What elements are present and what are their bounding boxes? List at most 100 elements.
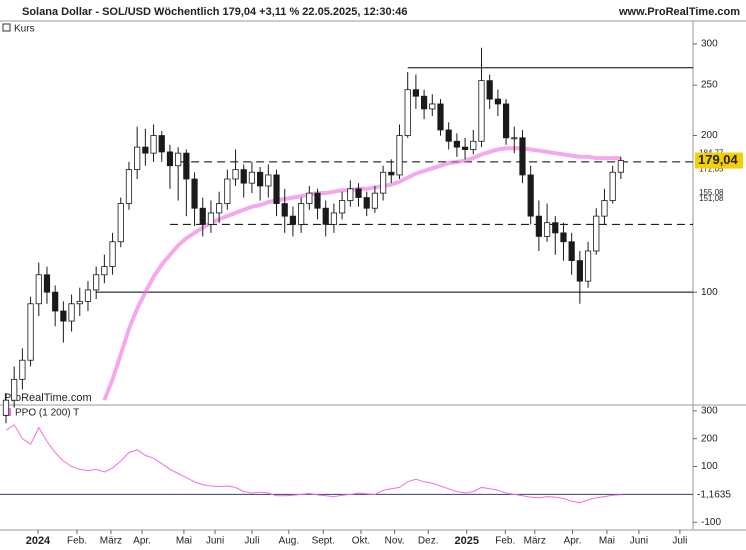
candle-body bbox=[461, 146, 469, 150]
candle-body bbox=[322, 207, 329, 225]
candle-body bbox=[240, 169, 247, 184]
x-tick-label: Aug. bbox=[279, 536, 300, 547]
candle-body bbox=[265, 174, 272, 187]
x-tick-label: Feb. bbox=[495, 536, 515, 547]
price-label: 155,08 bbox=[699, 188, 724, 197]
candle-body bbox=[380, 171, 387, 194]
x-tick-label: Nov. bbox=[385, 536, 405, 547]
legend: PPO (1 200) T bbox=[15, 408, 79, 419]
candle-body bbox=[314, 192, 321, 209]
y-tick-label: 250 bbox=[701, 80, 718, 91]
candle-body bbox=[371, 192, 379, 209]
y-tick-label: 200 bbox=[701, 433, 718, 444]
candle-body bbox=[453, 140, 460, 148]
y-tick-label: 200 bbox=[701, 130, 718, 141]
last-price-label: 179,04 bbox=[698, 152, 739, 167]
candle-body bbox=[125, 169, 133, 204]
candle-body bbox=[224, 178, 231, 204]
watermark: ProRealTime.com bbox=[4, 392, 92, 404]
x-tick-label: Apr. bbox=[133, 536, 151, 547]
x-tick-label: Sept. bbox=[312, 536, 335, 547]
candle-body bbox=[84, 289, 92, 302]
candle-body bbox=[183, 152, 190, 180]
x-tick-label: Juni bbox=[630, 536, 648, 547]
candle-body bbox=[412, 89, 419, 97]
y-tick-label: 300 bbox=[701, 39, 718, 50]
y-tick-label: 300 bbox=[701, 405, 718, 416]
x-tick-label: März bbox=[100, 536, 122, 547]
candle-body bbox=[576, 260, 583, 282]
chart-title: Solana Dollar - SOL/USD Wöchentlich 179,… bbox=[22, 6, 407, 18]
candle-body bbox=[27, 303, 34, 361]
candle-body bbox=[248, 171, 256, 184]
y-tick-label: -100 bbox=[701, 517, 721, 528]
legend: Kurs bbox=[14, 24, 35, 35]
candle-body bbox=[216, 203, 223, 214]
candle-body bbox=[617, 160, 624, 173]
candle-body bbox=[60, 310, 67, 322]
candle-body bbox=[35, 274, 42, 305]
x-tick-label: Juli bbox=[244, 536, 259, 547]
candle-body bbox=[207, 212, 215, 225]
candle-body bbox=[199, 207, 206, 225]
candle-body bbox=[363, 197, 370, 209]
y-tick-label: 100 bbox=[701, 461, 718, 472]
price-label: 151,08 bbox=[699, 194, 724, 203]
candle-body bbox=[11, 378, 18, 401]
candle-body bbox=[593, 215, 600, 252]
price-label: 172,05 bbox=[699, 165, 724, 174]
candle-body bbox=[601, 200, 608, 217]
last-price-box bbox=[695, 152, 743, 169]
candle-body bbox=[281, 203, 288, 217]
legend-swatch bbox=[2, 23, 11, 32]
candle-body bbox=[339, 200, 346, 214]
candle-body bbox=[289, 215, 297, 225]
x-tick-label: Juli bbox=[672, 536, 687, 547]
candle-body bbox=[470, 140, 477, 150]
candle-body bbox=[142, 146, 149, 154]
candle-body bbox=[134, 146, 141, 171]
candle-body bbox=[445, 129, 452, 142]
x-tick-label: Apr. bbox=[564, 536, 582, 547]
candle-body bbox=[2, 399, 10, 416]
candle-body bbox=[535, 215, 542, 237]
candle-body bbox=[76, 301, 83, 305]
candle-body bbox=[257, 171, 264, 187]
candle-body bbox=[101, 266, 108, 276]
candle-body bbox=[232, 169, 239, 180]
candle-body bbox=[117, 203, 124, 243]
candle-body bbox=[298, 203, 305, 225]
candle-body bbox=[43, 274, 51, 293]
last-value-label: -1,1635 bbox=[697, 489, 731, 500]
candle-body bbox=[158, 135, 165, 153]
candle-body bbox=[519, 137, 526, 176]
candle-body bbox=[52, 291, 59, 312]
candle-body bbox=[306, 192, 313, 204]
candle-body bbox=[494, 98, 501, 105]
candle-body bbox=[347, 188, 354, 201]
candle-body bbox=[502, 103, 510, 139]
candle-body bbox=[191, 178, 198, 209]
candle-body bbox=[150, 135, 157, 154]
candle-body bbox=[543, 222, 551, 237]
x-tick-label: Mai bbox=[176, 536, 192, 547]
candle-body bbox=[109, 241, 116, 267]
candle-body bbox=[429, 103, 436, 110]
site-name: www.ProRealTime.com bbox=[618, 6, 740, 18]
candle-body bbox=[527, 174, 534, 217]
x-tick-label: Feb. bbox=[67, 536, 87, 547]
candle-body bbox=[93, 274, 100, 291]
candle-body bbox=[355, 188, 362, 198]
candle-body bbox=[19, 359, 26, 380]
candle-body bbox=[560, 232, 567, 243]
candle-body bbox=[404, 89, 411, 136]
candle-body bbox=[511, 137, 518, 140]
candle-body bbox=[478, 80, 485, 142]
y-tick-label: 100 bbox=[701, 287, 718, 298]
ppo-line bbox=[5, 424, 621, 504]
candle-body bbox=[552, 222, 559, 234]
x-tick-label: Okt. bbox=[352, 536, 370, 547]
candle-body bbox=[396, 135, 403, 176]
